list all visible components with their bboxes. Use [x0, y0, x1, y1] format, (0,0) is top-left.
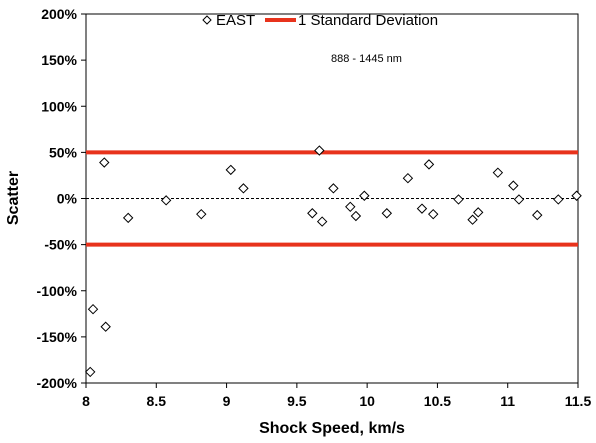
y-tick-label: -100%	[37, 283, 78, 299]
data-point	[492, 167, 504, 178]
data-point	[467, 214, 478, 225]
y-tick-label: 0%	[57, 191, 78, 207]
x-tick-label: 8.5	[147, 393, 167, 409]
data-point	[359, 190, 370, 201]
x-tick-label: 10	[359, 393, 375, 409]
wavelength-annotation: 888 - 1445 nm	[331, 53, 402, 65]
east-data-points	[85, 145, 582, 378]
y-tick-label: -50%	[44, 237, 77, 253]
x-tick-label: 11.5	[565, 393, 592, 409]
data-point	[472, 207, 484, 218]
y-tick-label: -150%	[37, 329, 78, 345]
data-point	[87, 303, 99, 315]
data-point	[381, 208, 393, 219]
x-tick-label: 8	[82, 393, 90, 409]
data-point	[225, 164, 236, 176]
data-point	[345, 201, 356, 213]
data-point	[99, 157, 110, 168]
data-point	[122, 212, 134, 224]
data-point	[453, 194, 464, 205]
x-tick-label: 9.5	[287, 393, 307, 409]
x-tick-label: 10.5	[424, 393, 451, 409]
y-tick-label: 200%	[41, 6, 77, 22]
data-point	[553, 194, 564, 205]
y-tick-label: 50%	[49, 144, 78, 160]
y-tick-label: 150%	[41, 52, 77, 68]
legend: EAST 1 Standard Deviation	[202, 12, 438, 29]
standard-deviation-lines	[86, 150, 578, 247]
x-axis-title: Shock Speed, km/s	[259, 420, 405, 437]
legend-diamond-marker-icon	[202, 15, 212, 25]
data-point	[307, 208, 318, 219]
x-tick-label: 11	[500, 393, 515, 409]
data-point	[428, 208, 439, 220]
data-point	[85, 366, 96, 378]
data-point	[238, 183, 249, 194]
data-point	[160, 195, 172, 206]
data-point	[571, 190, 582, 201]
data-point	[100, 321, 111, 332]
y-tick-label: -200%	[37, 375, 78, 391]
legend-label-east: EAST	[216, 12, 255, 29]
data-point	[513, 194, 525, 205]
y-axis-ticks: 200% 150% 100% 50% 0% -50% -100% -150% -200%	[37, 6, 86, 391]
data-point	[196, 208, 207, 220]
data-point	[350, 210, 362, 222]
y-tick-label: 100%	[41, 98, 77, 114]
x-axis-ticks: 8 8.5 9 9.5 10 10.5 11 11.5	[82, 383, 591, 409]
data-point	[316, 216, 328, 227]
data-point	[328, 183, 339, 194]
data-point	[416, 203, 428, 214]
y-axis-title: Scatter	[5, 171, 22, 225]
data-point	[532, 209, 543, 221]
data-point	[508, 180, 519, 191]
data-point	[402, 172, 414, 184]
x-tick-label: 9	[223, 393, 231, 409]
data-point	[314, 145, 325, 156]
data-point	[423, 159, 435, 170]
legend-label-standard-deviation: 1 Standard Deviation	[298, 12, 438, 29]
